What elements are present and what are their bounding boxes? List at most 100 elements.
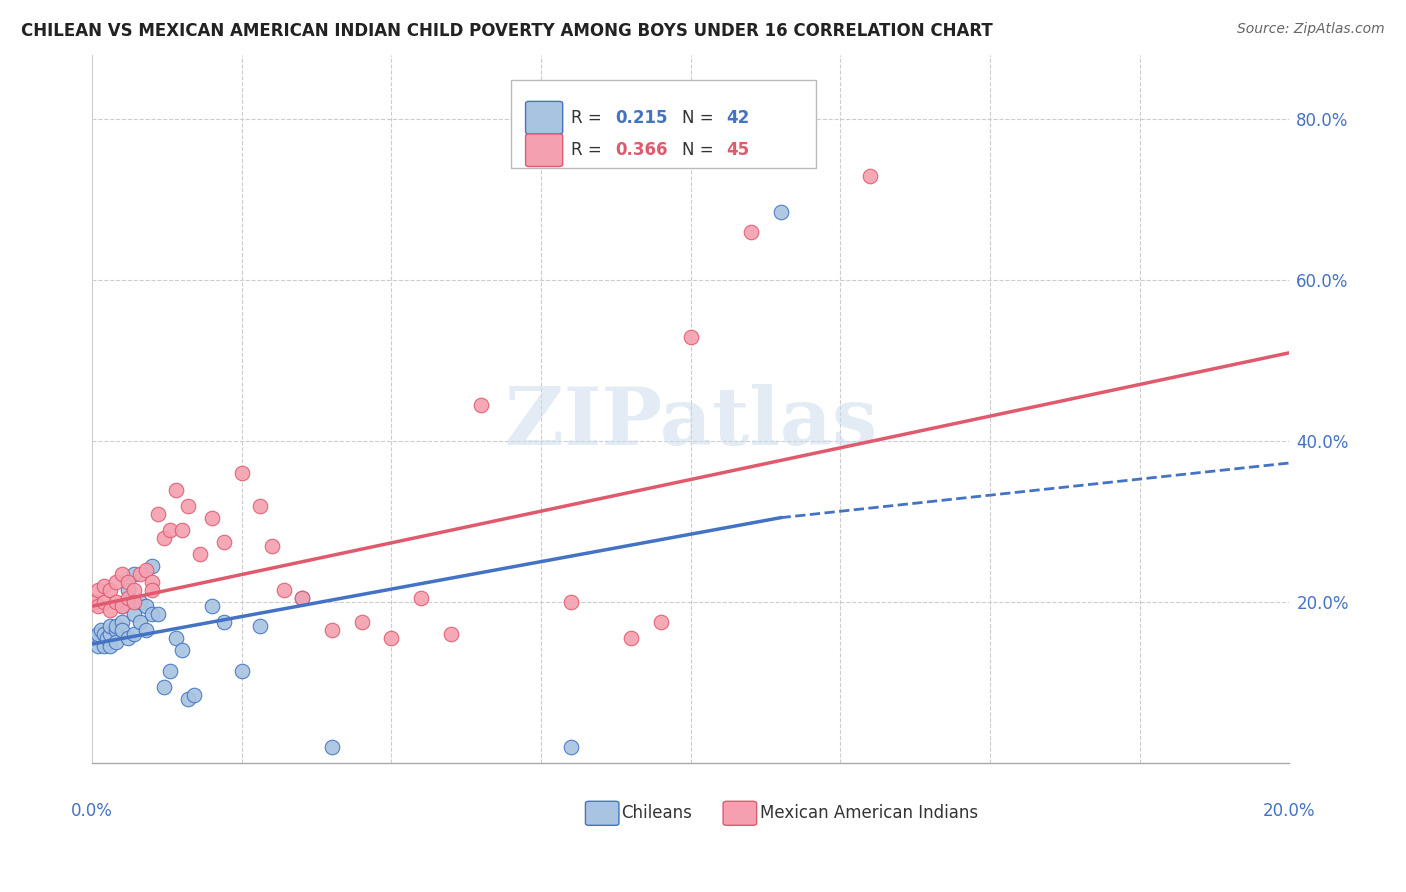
Point xyxy=(141,558,163,573)
Point xyxy=(321,739,343,754)
Point xyxy=(231,664,253,678)
Point xyxy=(87,627,110,641)
FancyBboxPatch shape xyxy=(512,80,817,169)
Text: 20.0%: 20.0% xyxy=(1263,802,1316,820)
FancyBboxPatch shape xyxy=(526,102,562,134)
Point xyxy=(321,624,343,638)
Point xyxy=(129,595,152,609)
Point xyxy=(117,591,139,606)
Point xyxy=(177,691,200,706)
Point xyxy=(620,632,643,646)
Point xyxy=(249,499,271,513)
Point xyxy=(87,640,110,654)
Point xyxy=(93,640,115,654)
Text: Source: ZipAtlas.com: Source: ZipAtlas.com xyxy=(1237,22,1385,37)
Text: 45: 45 xyxy=(727,141,749,159)
Text: 0.215: 0.215 xyxy=(616,109,668,127)
Point xyxy=(98,583,121,598)
Point xyxy=(122,566,145,581)
Point xyxy=(96,632,118,646)
Point xyxy=(87,599,110,614)
Text: R =: R = xyxy=(571,109,607,127)
Point xyxy=(201,510,224,524)
Point xyxy=(122,627,145,641)
Point xyxy=(212,534,235,549)
Text: 0.0%: 0.0% xyxy=(72,802,112,820)
Point xyxy=(153,680,176,694)
Text: 0.366: 0.366 xyxy=(616,141,668,159)
Point xyxy=(183,688,205,702)
Point xyxy=(141,575,163,590)
Point xyxy=(90,624,112,638)
Point xyxy=(146,607,169,622)
Point xyxy=(98,640,121,654)
Point xyxy=(111,624,134,638)
Point xyxy=(98,619,121,633)
Point xyxy=(291,591,314,606)
Text: N =: N = xyxy=(682,141,720,159)
FancyBboxPatch shape xyxy=(585,801,619,825)
Point xyxy=(859,169,882,183)
Point xyxy=(159,523,181,537)
Point xyxy=(231,467,253,481)
Point xyxy=(105,575,128,590)
Point xyxy=(105,635,128,649)
Point xyxy=(769,205,792,219)
Point xyxy=(350,615,373,630)
Point xyxy=(291,591,314,606)
Point xyxy=(111,615,134,630)
Point xyxy=(141,583,163,598)
Point xyxy=(111,599,134,614)
Text: R =: R = xyxy=(571,141,607,159)
Point xyxy=(273,583,295,598)
Point xyxy=(249,619,271,633)
Point xyxy=(117,632,139,646)
Point xyxy=(141,607,163,622)
FancyBboxPatch shape xyxy=(526,134,562,167)
FancyBboxPatch shape xyxy=(723,801,756,825)
Point xyxy=(129,566,152,581)
Point xyxy=(93,627,115,641)
Point xyxy=(470,398,492,412)
Text: N =: N = xyxy=(682,109,720,127)
Text: 42: 42 xyxy=(727,109,749,127)
Point xyxy=(84,632,107,646)
Point xyxy=(135,599,157,614)
Point xyxy=(188,547,211,561)
Point xyxy=(153,531,176,545)
Point xyxy=(165,483,187,497)
Text: CHILEAN VS MEXICAN AMERICAN INDIAN CHILD POVERTY AMONG BOYS UNDER 16 CORRELATION: CHILEAN VS MEXICAN AMERICAN INDIAN CHILD… xyxy=(21,22,993,40)
Point xyxy=(177,499,200,513)
Point xyxy=(93,595,115,609)
Point xyxy=(650,615,672,630)
Point xyxy=(165,632,187,646)
Point xyxy=(111,599,134,614)
Point xyxy=(105,624,128,638)
Point xyxy=(122,607,145,622)
Point xyxy=(117,583,139,598)
Point xyxy=(105,619,128,633)
Text: Mexican American Indians: Mexican American Indians xyxy=(761,804,979,822)
Point xyxy=(170,523,193,537)
Text: Chileans: Chileans xyxy=(621,804,692,822)
Point xyxy=(380,632,402,646)
Point xyxy=(135,563,157,577)
Point xyxy=(159,664,181,678)
Point xyxy=(84,595,107,609)
Point xyxy=(129,615,152,630)
Point xyxy=(98,603,121,617)
Point xyxy=(679,329,702,343)
Point xyxy=(560,739,582,754)
Point xyxy=(122,595,145,609)
Point xyxy=(560,595,582,609)
Point xyxy=(117,575,139,590)
Point xyxy=(440,627,463,641)
Point xyxy=(201,599,224,614)
Point xyxy=(170,643,193,657)
Point xyxy=(146,507,169,521)
Point xyxy=(122,583,145,598)
Point xyxy=(260,539,283,553)
Point xyxy=(93,579,115,593)
Point xyxy=(98,627,121,641)
Text: ZIPatlas: ZIPatlas xyxy=(505,384,877,462)
